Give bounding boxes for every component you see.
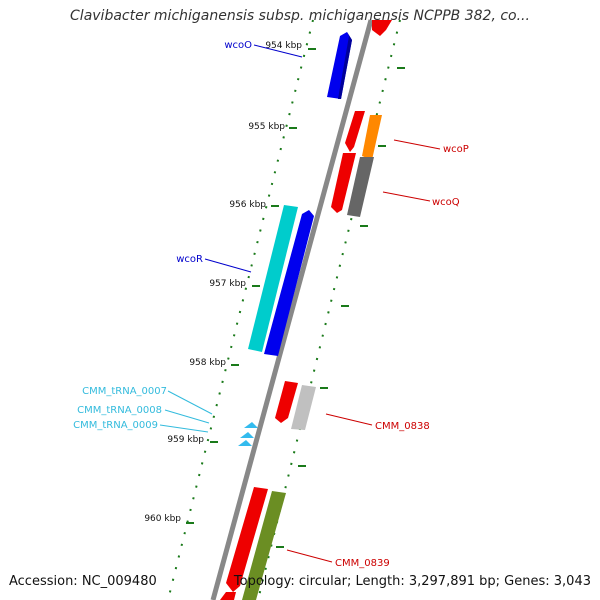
label-CMM_tRNA_0009[interactable]: CMM_tRNA_0009 — [73, 420, 158, 431]
genome-summary-text: Topology: circular; Length: 3,297,891 bp… — [233, 574, 591, 589]
tick-label-955: 955 kbp — [248, 122, 285, 132]
genome-backbone — [210, 19, 374, 600]
label-wcoP[interactable]: wcoP — [443, 144, 469, 155]
gene-wcoQ[interactable] — [331, 153, 356, 213]
label-connectors — [159, 44, 441, 563]
gene-wcoO-shade — [338, 32, 352, 99]
connector-wcoR — [204, 258, 252, 273]
gene-CMM_0838-cog[interactable] — [291, 385, 316, 430]
label-CMM_tRNA_0007[interactable]: CMM_tRNA_0007 — [82, 386, 167, 397]
gene-bottom-partial[interactable] — [220, 592, 236, 600]
gene-CMM_0838[interactable] — [275, 381, 298, 423]
ruler-ticks: 954 kbp 955 kbp 956 kbp 957 kbp 958 kbp … — [144, 41, 405, 548]
connector-CMM_0839 — [286, 549, 333, 563]
tick-label-960: 960 kbp — [144, 514, 181, 524]
label-CMM_0838[interactable]: CMM_0838 — [375, 421, 430, 432]
gene-top-partial[interactable] — [372, 20, 392, 36]
gene-wcoP[interactable] — [345, 111, 365, 152]
label-CMM_0839[interactable]: CMM_0839 — [335, 558, 390, 569]
gene-wcoP-cog[interactable] — [362, 115, 382, 160]
connector-trna7 — [167, 390, 213, 415]
gene-wcoO[interactable] — [327, 32, 352, 99]
gene-CMM_0839[interactable] — [226, 487, 268, 592]
label-wcoR[interactable]: wcoR — [176, 254, 203, 265]
gene-features — [220, 20, 392, 600]
tick-label-959: 959 kbp — [167, 435, 204, 445]
trna-CMM_tRNA_0008[interactable] — [240, 432, 254, 438]
label-wcoO[interactable]: wcoO — [224, 40, 252, 51]
connector-wcoO — [253, 44, 303, 58]
gene-wcoR-cog[interactable] — [248, 205, 298, 352]
label-CMM_tRNA_0008[interactable]: CMM_tRNA_0008 — [77, 405, 162, 416]
gene-wcoQ-cog[interactable] — [347, 157, 374, 217]
tick-label-956: 956 kbp — [229, 200, 266, 210]
gene-wcoR[interactable] — [264, 210, 314, 356]
connector-wcoP — [393, 139, 441, 150]
trna-CMM_tRNA_0009[interactable] — [238, 440, 252, 446]
gene-label-group: wcoO wcoP wcoQ wcoR CMM_tRNA_0007 CMM_tR… — [73, 40, 469, 569]
connector-trna9 — [159, 424, 209, 433]
trna-CMM_tRNA_0007[interactable] — [244, 422, 258, 428]
tick-label-957: 957 kbp — [209, 279, 246, 289]
accession-text: Accession: NC_009480 — [9, 574, 157, 589]
connector-trna8 — [164, 409, 210, 424]
tick-label-958: 958 kbp — [189, 358, 226, 368]
connector-CMM_0838 — [325, 413, 373, 426]
map-title: Clavibacter michiganensis subsp. michiga… — [70, 8, 530, 24]
gene-CMM_0839-cog[interactable] — [242, 491, 286, 600]
label-wcoQ[interactable]: wcoQ — [432, 197, 460, 208]
connector-wcoQ — [382, 191, 431, 202]
tick-label-954: 954 kbp — [265, 41, 302, 51]
